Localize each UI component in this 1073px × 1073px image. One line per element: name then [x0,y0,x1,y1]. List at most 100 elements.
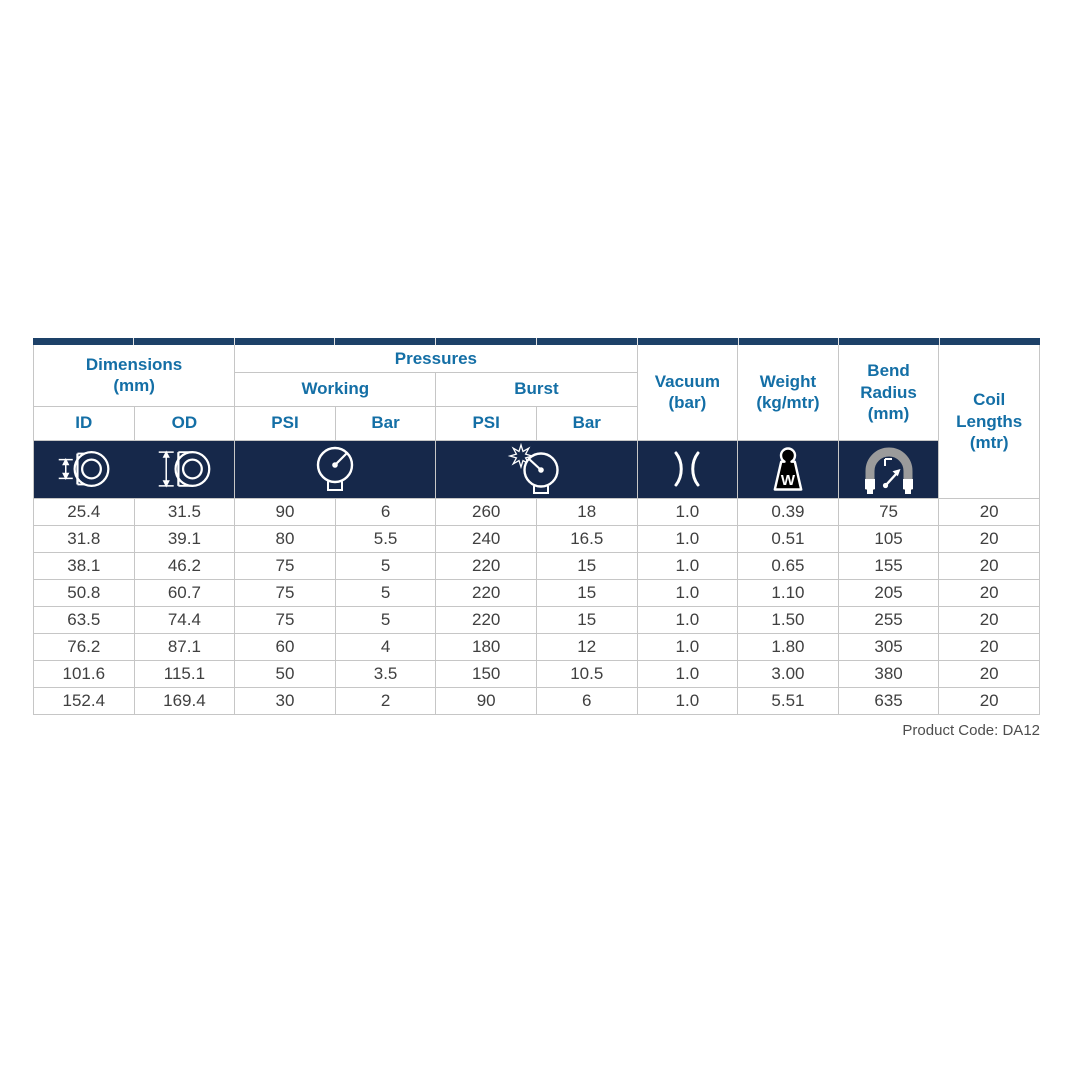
table-cell: 635 [837,686,940,715]
header-pressures: Pressures [234,345,638,373]
subheader-burst-bar: Bar [535,405,638,441]
table-cell: 80 [234,524,336,553]
table-cell: 60 [234,632,336,661]
table-cell: 20 [938,578,1040,607]
table-cell: 152.4 [33,686,135,715]
table-cell: 87.1 [133,632,236,661]
table-row: 31.8 39.1 80 5.5 240 16.5 1.0 0.51 105 20 [33,524,1040,553]
header-vacuum: Vacuum (bar) [636,345,739,441]
table-cell: 1.0 [636,605,739,634]
table-cell: 31.8 [33,524,135,553]
weight-icon-cell: W [737,439,839,499]
subheader-id: ID [33,405,135,441]
table-cell: 1.0 [636,659,739,688]
table-cell: 0.51 [737,524,839,553]
table-cell: 25.4 [33,497,135,526]
table-cell: 115.1 [133,659,236,688]
table-cell: 150 [435,659,537,688]
table-cell: 90 [234,497,336,526]
table-cell: 1.0 [636,686,739,715]
table-cell: 50 [234,659,336,688]
subheader-od: OD [133,405,236,441]
table-cell: 74.4 [133,605,236,634]
table-cell: 1.0 [636,632,739,661]
table-cell: 75 [234,605,336,634]
header-working: Working [234,371,437,407]
table-cell: 5 [334,605,437,634]
bend-radius-icon-cell [837,439,940,499]
header-dimensions: Dimensions (mm) [32,345,236,407]
table-cell: 1.50 [737,605,839,634]
table-cell: 101.6 [33,659,135,688]
vacuum-icon [638,451,738,487]
table-cell: 60.7 [133,578,236,607]
table-cell: 15 [535,605,638,634]
table-cell: 0.39 [737,497,839,526]
spec-table: Dimensions (mm) Pressures Vacuum (bar) W… [32,345,1040,715]
spec-sheet: Dimensions (mm) Pressures Vacuum (bar) W… [32,338,1040,739]
table-cell: 155 [837,551,940,580]
table-cell: 46.2 [133,551,236,580]
table-cell: 105 [837,524,940,553]
table-cell: 20 [938,605,1040,634]
table-row: 152.4 169.4 30 2 90 6 1.0 5.51 635 20 [33,686,1040,715]
header-burst: Burst [435,371,638,407]
subheader-working-psi: PSI [234,405,336,441]
table-cell: 38.1 [33,551,135,580]
table-body: 25.4 31.5 90 6 260 18 1.0 0.39 75 20 31.8 39.1 80 5.5… [33,497,1040,715]
vacuum-icon-cell [636,439,739,499]
table-cell: 220 [435,551,537,580]
table-cell: 5.51 [737,686,839,715]
table-row: 38.1 46.2 75 5 220 15 1.0 0.65 155 20 [33,551,1040,580]
table-cell: 20 [938,659,1040,688]
table-cell: 20 [938,524,1040,553]
table-cell: 205 [837,578,940,607]
table-cell: 12 [535,632,638,661]
table-cell: 20 [938,686,1040,715]
outer-diameter-icon [134,447,234,491]
table-cell: 1.10 [737,578,839,607]
table-cell: 220 [435,605,537,634]
table-cell: 3.5 [334,659,437,688]
table-cell: 10.5 [535,659,638,688]
table-cell: 15 [535,551,638,580]
table-cell: 75 [234,551,336,580]
table-cell: 260 [435,497,537,526]
table-cell: 1.0 [636,551,739,580]
header-bend-radius: Bend Radius (mm) [837,345,940,441]
table-cell: 1.0 [636,524,739,553]
table-cell: 16.5 [535,524,638,553]
dimensions-icon-cell [32,439,236,499]
table-cell: 18 [535,497,638,526]
table-cell: 2 [334,686,437,715]
table-cell: 31.5 [133,497,236,526]
table-row: 25.4 31.5 90 6 260 18 1.0 0.39 75 20 [33,497,1040,526]
subheader-working-bar: Bar [334,405,437,441]
table-cell: 30 [234,686,336,715]
svg-text:W: W [781,472,796,489]
table-cell: 76.2 [33,632,135,661]
burst-pressure-icon-cell [435,439,638,499]
table-cell: 6 [334,497,437,526]
table-cell: 5.5 [334,524,437,553]
burst-gauge-icon [436,443,636,495]
table-cell: 169.4 [133,686,236,715]
table-cell: 1.0 [636,497,739,526]
table-cell: 240 [435,524,537,553]
table-cell: 1.0 [636,578,739,607]
table-cell: 63.5 [33,605,135,634]
table-cell: 0.65 [737,551,839,580]
table-row: 101.6 115.1 50 3.5 150 10.5 1.0 3.00 380 20 [33,659,1040,688]
table-cell: 75 [837,497,940,526]
table-cell: 90 [435,686,537,715]
table-cell: 50.8 [33,578,135,607]
header-coil-lengths: Coil Lengths (mtr) [938,345,1040,499]
subheader-burst-psi: PSI [435,405,537,441]
table-top-border [33,338,1040,345]
weight-icon: W [738,446,838,492]
table-cell: 180 [435,632,537,661]
table-cell: 380 [837,659,940,688]
table-row: 63.5 74.4 75 5 220 15 1.0 1.50 255 20 [33,605,1040,634]
inner-diameter-icon [34,447,134,491]
